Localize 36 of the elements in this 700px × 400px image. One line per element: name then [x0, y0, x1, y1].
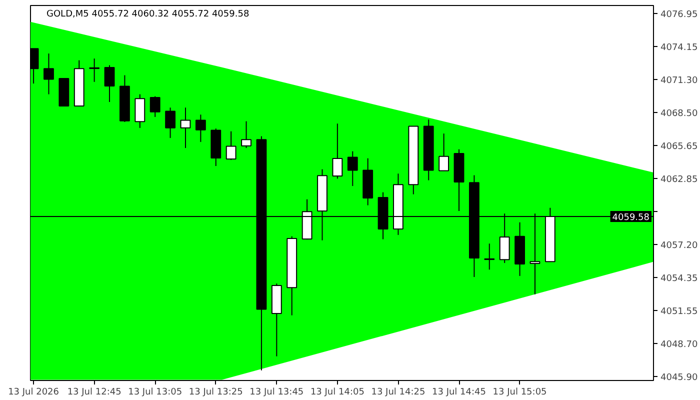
x-tick-label: 13 Jul 13:25: [188, 388, 243, 398]
y-tick-label: 4048.70: [660, 340, 698, 350]
x-tick-label: 13 Jul 15:05: [492, 388, 547, 398]
x-tick-label: 13 Jul 13:45: [250, 388, 304, 398]
candlestick: [165, 107, 176, 138]
y-tick-label: 4071.30: [660, 76, 698, 86]
chart-title: GOLD,M5 4055.72 4060.32 4055.72 4059.58: [46, 10, 250, 20]
candlestick: [44, 53, 54, 95]
y-tick-label: 4068.50: [660, 108, 698, 119]
y-tick-label: 4054.35: [660, 274, 698, 284]
ref-line-label: 4059.58: [612, 212, 650, 223]
candlestick: [332, 123, 343, 180]
candlestick: [134, 94, 146, 128]
y-tick-label: 4057.20: [660, 240, 698, 251]
y-tick-label: 4076.95: [660, 10, 698, 20]
candlestick: [241, 120, 252, 149]
x-tick-label: 13 Jul 13:05: [128, 388, 182, 398]
x-tick-label: 13 Jul 14:45: [432, 388, 486, 398]
candlestick: [195, 114, 206, 142]
x-tick-label: 13 Jul 14:25: [371, 388, 426, 398]
y-tick-label: 4045.90: [660, 372, 698, 383]
candlestick: [89, 58, 100, 82]
candlestick: [180, 107, 191, 149]
candlestick: [150, 96, 160, 118]
x-tick-label: 13 Jul 12:45: [67, 388, 122, 398]
candlestick: [226, 130, 236, 160]
candlestick: [104, 64, 115, 102]
candlestick: [438, 133, 450, 172]
candlestick: [484, 243, 495, 270]
candlestick: [347, 150, 358, 186]
y-tick-label: 4051.55: [660, 306, 698, 317]
y-tick-label: 4065.65: [660, 142, 698, 152]
x-tick-label: 13 Jul 14:05: [310, 388, 364, 398]
y-tick-label: 4062.85: [660, 174, 698, 185]
x-tick-label: 13 Jul 2026: [8, 388, 60, 398]
y-tick-label: 4074.15: [660, 42, 698, 53]
